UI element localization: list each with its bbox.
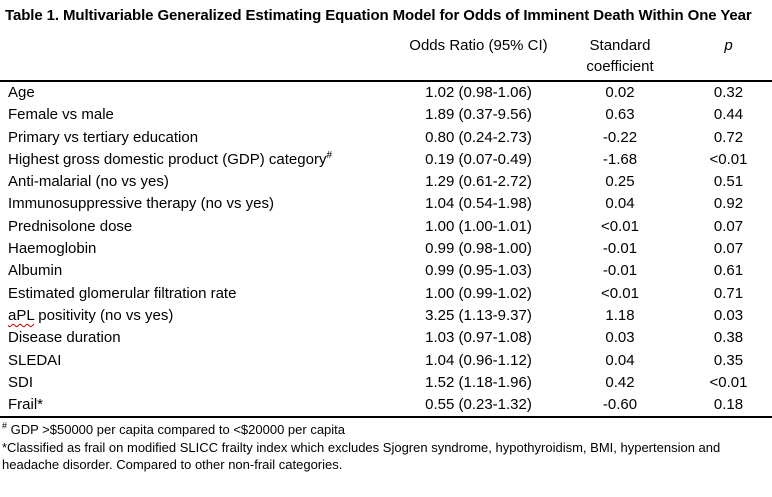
table-row: Prednisolone dose 1.00 (1.00-1.01) <0.01… xyxy=(0,216,772,238)
p-value-cell: <0.01 xyxy=(709,150,748,168)
p-value-cell: 0.18 xyxy=(713,396,744,414)
coefficient-cell: 0.02 xyxy=(605,84,635,101)
odds-ratio-cell: 1.89 (0.37-9.56) xyxy=(425,106,532,124)
footnote-gdp-marker: # xyxy=(2,421,8,432)
variable-cell: Haemoglobin xyxy=(8,240,97,258)
coefficient-cell: 0.63 xyxy=(605,106,635,124)
odds-ratio-cell: 0.19 (0.07-0.49) xyxy=(425,150,532,168)
p-value-cell: 0.03 xyxy=(713,306,744,324)
coefficient-cell: -0.60 xyxy=(602,396,638,414)
p-value-cell: 0.72 xyxy=(713,128,744,146)
variable-cell: Immunosuppressive therapy (no vs yes) xyxy=(8,195,274,213)
odds-ratio-cell: 0.55 (0.23-1.32) xyxy=(425,396,532,414)
odds-ratio-cell: 1.04 (0.54-1.98) xyxy=(425,195,532,213)
odds-ratio-cell: 0.80 (0.24-2.73) xyxy=(425,128,532,146)
variable-cell: Albumin xyxy=(8,262,63,280)
header-p-value: p xyxy=(724,37,733,54)
odds-ratio-cell: 1.04 (0.96-1.12) xyxy=(425,351,532,369)
table-row: Immunosuppressive therapy (no vs yes) 1.… xyxy=(0,193,772,215)
variable-cell: aPL positivity (no vs yes) xyxy=(0,305,402,327)
p-value-cell: 0.51 xyxy=(713,173,744,191)
table-row: Female vs male 1.89 (0.37-9.56) 0.63 0.4… xyxy=(0,104,772,126)
odds-ratio-cell: 1.52 (1.18-1.96) xyxy=(425,373,532,391)
variable-cell: Age xyxy=(8,84,35,101)
footnote-frail: *Classified as frail on modified SLICC f… xyxy=(2,439,721,473)
table-row: Anti-malarial (no vs yes) 1.29 (0.61-2.7… xyxy=(0,171,772,193)
p-value-cell: 0.61 xyxy=(713,262,744,280)
misspelled-word: aPL xyxy=(8,306,35,324)
variable-cell: Prednisolone dose xyxy=(8,217,133,235)
table-header: Odds Ratio (95% CI) Standard coefficient… xyxy=(0,35,772,81)
variable-cell: Disease duration xyxy=(8,329,121,347)
table-row: Frail* 0.55 (0.23-1.32) -0.60 0.18 xyxy=(0,394,772,417)
table-title: Table 1. Multivariable Generalized Estim… xyxy=(5,7,752,24)
footnotes: # GDP >$50000 per capita compared to <$2… xyxy=(0,418,772,474)
odds-ratio-cell: 1.03 (0.97-1.08) xyxy=(425,329,532,347)
coefficient-cell: <0.01 xyxy=(601,284,639,302)
variable-cell: SLEDAI xyxy=(8,351,62,369)
table-row: Estimated glomerular filtration rate 1.0… xyxy=(0,283,772,305)
coefficient-cell: 0.25 xyxy=(605,173,635,191)
table-row: aPL positivity (no vs yes) 3.25 (1.13-9.… xyxy=(0,305,772,327)
coefficient-cell: 0.04 xyxy=(605,351,635,369)
p-value-cell: 0.07 xyxy=(713,217,744,235)
p-value-cell: 0.44 xyxy=(713,106,744,124)
p-value-cell: 0.07 xyxy=(713,240,744,258)
header-odds-ratio: Odds Ratio (95% CI) xyxy=(409,37,548,54)
table-row: Primary vs tertiary education 0.80 (0.24… xyxy=(0,127,772,149)
odds-ratio-cell: 0.99 (0.98-1.00) xyxy=(425,240,532,258)
coefficient-cell: 0.04 xyxy=(605,195,635,213)
table-row: Highest gross domestic product (GDP) cat… xyxy=(0,149,772,171)
table-body: Age 1.02 (0.98-1.06) 0.02 0.32 Female vs… xyxy=(0,81,772,418)
variable-cell: Frail* xyxy=(8,396,44,414)
footnote-gdp-text: GDP >$50000 per capita compared to <$200… xyxy=(7,422,346,438)
p-value-cell: 0.38 xyxy=(713,329,744,347)
p-value-cell: 0.35 xyxy=(713,351,744,369)
odds-ratio-cell: 3.25 (1.13-9.37) xyxy=(425,306,532,324)
coefficient-cell: <0.01 xyxy=(601,217,639,235)
table-row: Disease duration 1.03 (0.97-1.08) 0.03 0… xyxy=(0,327,772,349)
header-row: Odds Ratio (95% CI) Standard coefficient… xyxy=(0,35,772,81)
odds-ratio-cell: 1.29 (0.61-2.72) xyxy=(425,173,532,191)
odds-ratio-cell: 1.00 (0.99-1.02) xyxy=(425,284,532,302)
table-row: Age 1.02 (0.98-1.06) 0.02 0.32 xyxy=(0,81,772,104)
variable-cell: Primary vs tertiary education xyxy=(8,128,199,146)
coefficient-cell: -0.01 xyxy=(602,240,638,258)
table-row: SDI 1.52 (1.18-1.96) 0.42 <0.01 xyxy=(0,372,772,394)
footnote-gdp: # GDP >$50000 per capita compared to <$2… xyxy=(2,421,766,439)
coefficient-cell: -0.22 xyxy=(602,128,638,146)
variable-cell: SDI xyxy=(8,373,34,391)
odds-ratio-cell: 1.00 (1.00-1.01) xyxy=(425,217,532,235)
table-row: Haemoglobin 0.99 (0.98-1.00) -0.01 0.07 xyxy=(0,238,772,260)
p-value-cell: 0.32 xyxy=(713,84,744,101)
p-value-cell: 0.92 xyxy=(713,195,744,213)
odds-ratio-cell: 0.99 (0.95-1.03) xyxy=(425,262,532,280)
coefficient-cell: 1.18 xyxy=(605,306,635,324)
variable-cell: Highest gross domestic product (GDP) cat… xyxy=(0,149,402,171)
variable-cell: Estimated glomerular filtration rate xyxy=(8,284,237,302)
gdp-footnote-marker: # xyxy=(326,149,333,161)
header-standard-coefficient: Standard coefficient xyxy=(586,37,654,75)
coefficient-cell: -1.68 xyxy=(602,150,638,168)
table-row: SLEDAI 1.04 (0.96-1.12) 0.04 0.35 xyxy=(0,350,772,372)
variable-label: positivity (no vs yes) xyxy=(34,306,174,324)
variable-label: Highest gross domestic product (GDP) cat… xyxy=(8,150,327,168)
coefficient-cell: 0.42 xyxy=(605,373,635,391)
odds-ratio-cell: 1.02 (0.98-1.06) xyxy=(425,84,532,101)
coefficient-cell: 0.03 xyxy=(605,329,635,347)
header-variable xyxy=(0,35,402,81)
p-value-cell: <0.01 xyxy=(709,373,748,391)
p-value-cell: 0.71 xyxy=(713,284,744,302)
table-row: Albumin 0.99 (0.95-1.03) -0.01 0.61 xyxy=(0,260,772,282)
variable-cell: Anti-malarial (no vs yes) xyxy=(8,173,169,191)
variable-cell: Female vs male xyxy=(8,106,114,124)
coefficient-cell: -0.01 xyxy=(602,262,638,280)
gee-model-table: Odds Ratio (95% CI) Standard coefficient… xyxy=(0,35,772,418)
